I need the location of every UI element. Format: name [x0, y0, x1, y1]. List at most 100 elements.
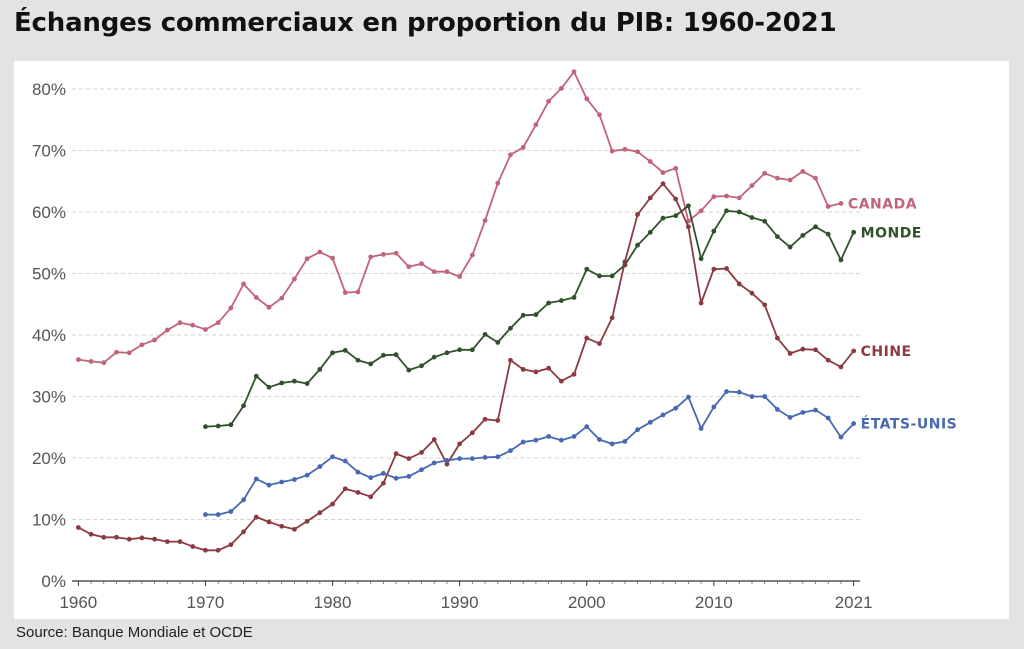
data-point--tats-unis	[736, 389, 742, 395]
data-point-chine	[203, 547, 208, 553]
data-point--tats-unis	[686, 394, 691, 400]
data-point--tats-unis	[673, 405, 679, 411]
data-point--tats-unis	[609, 441, 615, 447]
data-point-monde	[355, 357, 361, 363]
y-tick-label: 40%	[32, 326, 66, 345]
data-point-canada	[177, 320, 183, 326]
data-point-canada	[533, 122, 539, 128]
data-point-canada	[749, 183, 755, 188]
data-point-chine	[660, 181, 666, 187]
data-point-monde	[787, 244, 793, 250]
data-point-monde	[495, 339, 501, 345]
data-point-chine	[444, 461, 450, 467]
data-point-chine	[419, 450, 424, 455]
data-point-monde	[558, 298, 564, 303]
data-point-chine	[787, 351, 793, 356]
data-point-monde	[660, 215, 666, 221]
data-point--tats-unis	[419, 467, 424, 473]
data-point--tats-unis	[622, 438, 628, 444]
data-point--tats-unis	[279, 479, 285, 485]
data-point-chine	[749, 290, 755, 296]
data-point-canada	[203, 327, 208, 332]
data-point-monde	[419, 363, 424, 369]
data-point-monde	[228, 422, 234, 428]
data-point--tats-unis	[787, 415, 793, 420]
data-point-chine	[635, 212, 640, 217]
data-point-monde	[482, 331, 488, 337]
data-point--tats-unis	[482, 454, 488, 460]
x-tick-label: 1980	[314, 593, 352, 612]
data-point-monde	[508, 325, 513, 331]
data-point--tats-unis	[698, 426, 704, 431]
data-point-monde	[342, 347, 348, 353]
data-point-chine	[368, 494, 374, 500]
data-point-canada	[266, 304, 272, 310]
data-point-chine	[838, 364, 844, 370]
data-point--tats-unis	[292, 477, 297, 482]
data-point-canada	[431, 269, 437, 275]
x-tick-label: 2010	[695, 593, 733, 612]
data-point-monde	[380, 352, 386, 358]
data-point--tats-unis	[355, 469, 361, 475]
data-point-canada	[774, 175, 780, 181]
data-point-canada	[406, 264, 412, 270]
data-point--tats-unis	[762, 394, 768, 399]
data-point-chine	[152, 536, 158, 542]
data-point-monde	[635, 242, 640, 248]
data-point-chine	[393, 451, 399, 457]
data-point-chine	[215, 547, 221, 553]
data-point-monde	[469, 347, 475, 353]
data-point-chine	[164, 539, 170, 545]
data-point-canada	[164, 327, 170, 333]
data-point-canada	[838, 200, 844, 206]
series-label--tats-unis: ÉTATS-UNIS	[861, 416, 958, 433]
data-point-canada	[609, 148, 615, 154]
data-point--tats-unis	[203, 512, 208, 517]
data-point-monde	[851, 229, 857, 235]
data-point-chine	[698, 300, 704, 306]
data-point-canada	[304, 256, 310, 262]
x-tick-label: 1970	[187, 593, 225, 612]
data-point-canada	[190, 322, 196, 328]
data-point-canada	[469, 252, 475, 258]
data-point--tats-unis	[406, 474, 412, 479]
data-point-canada	[330, 255, 335, 261]
data-point-canada	[495, 180, 501, 186]
data-point-chine	[279, 523, 285, 529]
data-point-chine	[330, 501, 335, 507]
data-point--tats-unis	[647, 419, 653, 425]
data-point--tats-unis	[444, 458, 450, 463]
data-point-monde	[825, 231, 831, 237]
data-point-chine	[457, 441, 463, 447]
data-point--tats-unis	[660, 412, 666, 418]
data-point--tats-unis	[774, 407, 780, 412]
data-point-canada	[215, 320, 221, 326]
data-point-monde	[266, 384, 272, 390]
data-point-chine	[609, 315, 615, 321]
data-point-chine	[406, 456, 412, 462]
data-point-canada	[368, 254, 374, 260]
data-point-monde	[520, 312, 526, 318]
x-axis: 1960 1970 1980 1990 2000 2010 2021	[59, 580, 873, 612]
data-point-canada	[597, 112, 602, 118]
data-point-canada	[75, 357, 81, 362]
y-tick-label: 0%	[41, 572, 66, 591]
data-point-chine	[533, 369, 539, 375]
data-point--tats-unis	[724, 389, 729, 394]
page-title: Échanges commerciaux en proportion du PI…	[14, 8, 837, 38]
data-point-chine	[228, 542, 234, 548]
data-point-chine	[508, 357, 513, 363]
data-point-monde	[584, 266, 590, 272]
data-point-monde	[736, 209, 742, 215]
data-point-canada	[292, 276, 297, 282]
data-point-canada	[571, 69, 577, 75]
data-point-monde	[431, 354, 437, 360]
data-point-monde	[279, 380, 285, 386]
data-point--tats-unis	[546, 434, 552, 439]
data-point-canada	[317, 249, 323, 255]
data-point-chine	[724, 266, 729, 271]
data-point-monde	[762, 218, 768, 224]
data-point-canada	[126, 350, 132, 356]
data-point-chine	[647, 195, 653, 201]
source-note: Source: Banque Mondiale et OCDE	[16, 624, 253, 641]
